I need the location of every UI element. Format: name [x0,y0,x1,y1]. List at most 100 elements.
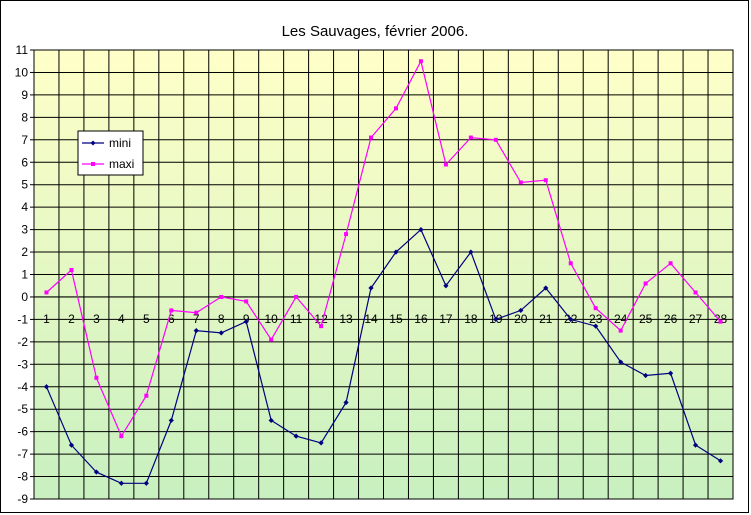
legend-label-maxi: maxi [109,157,134,171]
legend: mini maxi [77,130,144,176]
x-tick-label: 20 [514,312,528,326]
data-point-mini [293,433,299,439]
data-point-maxi [643,281,648,286]
y-tick-label: 1 [21,268,28,282]
data-point-mini [93,469,100,475]
x-tick-label: 15 [389,312,403,326]
data-point-maxi [393,106,398,111]
x-tick-label: 2 [68,312,75,326]
x-tick-label: 16 [414,312,428,326]
data-point-maxi [194,310,199,315]
data-point-maxi [244,299,249,304]
grid-layer [34,50,733,499]
data-point-mini [493,316,499,322]
data-point-mini [318,440,324,446]
series-line-mini [45,228,721,484]
data-point-mini [243,319,249,325]
y-tick-label: -1 [17,312,28,326]
data-point-mini [468,249,474,255]
data-point-maxi [518,180,523,185]
x-tick-label: 23 [589,312,603,326]
data-point-mini [568,316,574,322]
data-point-mini [618,359,624,365]
y-tick-label: -2 [17,335,28,349]
y-tick-label: 0 [21,290,28,304]
data-point-mini [43,384,50,390]
x-tick-label: 9 [243,312,250,326]
x-tick-label: 10 [264,312,278,326]
y-tick-label: -6 [17,425,28,439]
data-point-maxi [493,137,498,142]
data-point-mini [68,442,75,448]
x-tick-label: 4 [118,312,125,326]
y-tick-label: -3 [17,357,28,371]
x-tick-label: 21 [539,312,553,326]
data-point-maxi [344,232,349,237]
data-point-maxi [294,294,299,299]
x-tick-label: 8 [218,312,225,326]
x-tick-label: 14 [364,312,378,326]
data-point-maxi [618,328,623,333]
data-point-mini [268,417,274,424]
data-point-maxi [718,319,723,324]
data-point-maxi [593,306,598,311]
data-point-maxi [44,290,49,295]
x-tick-label: 5 [143,312,150,326]
data-point-mini [717,458,724,464]
data-point-mini [518,307,524,314]
data-point-mini [667,370,674,376]
series-layer [43,59,724,486]
data-point-mini [143,480,149,486]
data-point-maxi [94,375,99,380]
data-point-maxi [169,308,174,313]
y-tick-label: 8 [21,110,28,124]
y-tick-label: 6 [21,155,28,169]
y-tick-label: 7 [21,133,28,147]
x-tick-label: 25 [639,312,653,326]
data-point-maxi [319,324,324,329]
data-point-maxi [219,294,224,299]
chart-title: Les Sauvages, février 2006. [282,23,469,40]
data-point-maxi [119,434,124,439]
data-point-mini [393,249,399,255]
legend-box [77,130,144,176]
data-point-mini [418,227,424,233]
data-point-mini [443,283,449,289]
data-point-maxi [468,135,473,140]
data-point-maxi [543,178,548,183]
x-tick-label: 3 [93,312,100,326]
x-tick-label: 28 [714,312,728,326]
y-tick-label: 2 [21,245,28,259]
series-line-maxi [46,59,721,438]
y-tick-label: 4 [21,200,28,214]
data-point-maxi [144,393,149,398]
legend-label-mini: mini [109,136,131,150]
data-point-mini [692,442,699,448]
data-point-mini [543,285,549,291]
legend-marker-maxi [91,162,95,166]
x-tick-label: 6 [168,312,175,326]
x-tick-labels: 1234567891011121314151617181920212223242… [43,312,727,326]
y-tick-label: 11 [16,43,29,57]
x-tick-label: 18 [464,312,478,326]
data-point-maxi [269,337,274,342]
data-point-mini [343,399,349,406]
x-tick-label: 1 [43,312,50,326]
data-point-maxi [418,59,423,64]
x-tick-label: 11 [290,312,303,326]
data-point-mini [643,372,649,379]
y-tick-label: -4 [17,380,28,394]
data-point-mini [168,417,174,424]
y-tick-label: 3 [21,223,28,237]
data-point-mini [118,480,124,486]
data-point-maxi [668,261,673,266]
y-tick-label: 9 [21,88,28,102]
y-tick-label: 5 [21,178,28,192]
data-point-maxi [69,268,74,273]
legend-marker-mini [90,140,96,146]
data-point-maxi [693,290,698,295]
x-tick-label: 24 [614,312,628,326]
